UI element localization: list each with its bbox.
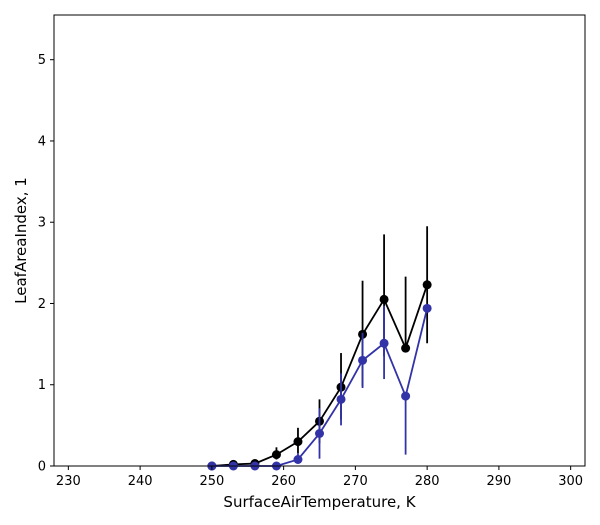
x-axis-label: SurfaceAirTemperature, K [223,493,416,511]
x-tick-label: 250 [199,474,224,489]
x-tick-label: 260 [271,474,296,489]
data-point [271,450,281,460]
x-tick-label: 230 [56,474,81,489]
y-tick-label: 3 [38,216,46,231]
y-tick-label: 2 [38,297,46,312]
y-tick-label: 0 [38,460,46,475]
y-tick-label: 1 [38,378,46,393]
data-point [422,303,432,313]
data-point [379,338,389,348]
axes: 230 240 250 260 270 280 290 300 0 1 2 3 4 5 [38,53,583,489]
data-point [401,391,411,401]
data-point [336,394,346,404]
x-tick-label: 280 [415,474,440,489]
y-tick-label: 5 [38,53,46,68]
data-point [379,294,389,304]
data-point [293,454,303,464]
data-point [401,343,411,353]
y-tick-label: 4 [38,134,46,149]
data-point [422,280,432,290]
x-tick-label: 240 [128,474,153,489]
data-point [358,355,368,365]
y-axis-label: LeafAreaIndex, 1 [12,177,30,304]
x-tick-label: 300 [558,474,583,489]
x-tick-label: 270 [343,474,368,489]
data-point [315,428,324,438]
data-point [293,437,303,447]
plot-frame [53,14,586,467]
x-tick-label: 290 [486,474,511,489]
